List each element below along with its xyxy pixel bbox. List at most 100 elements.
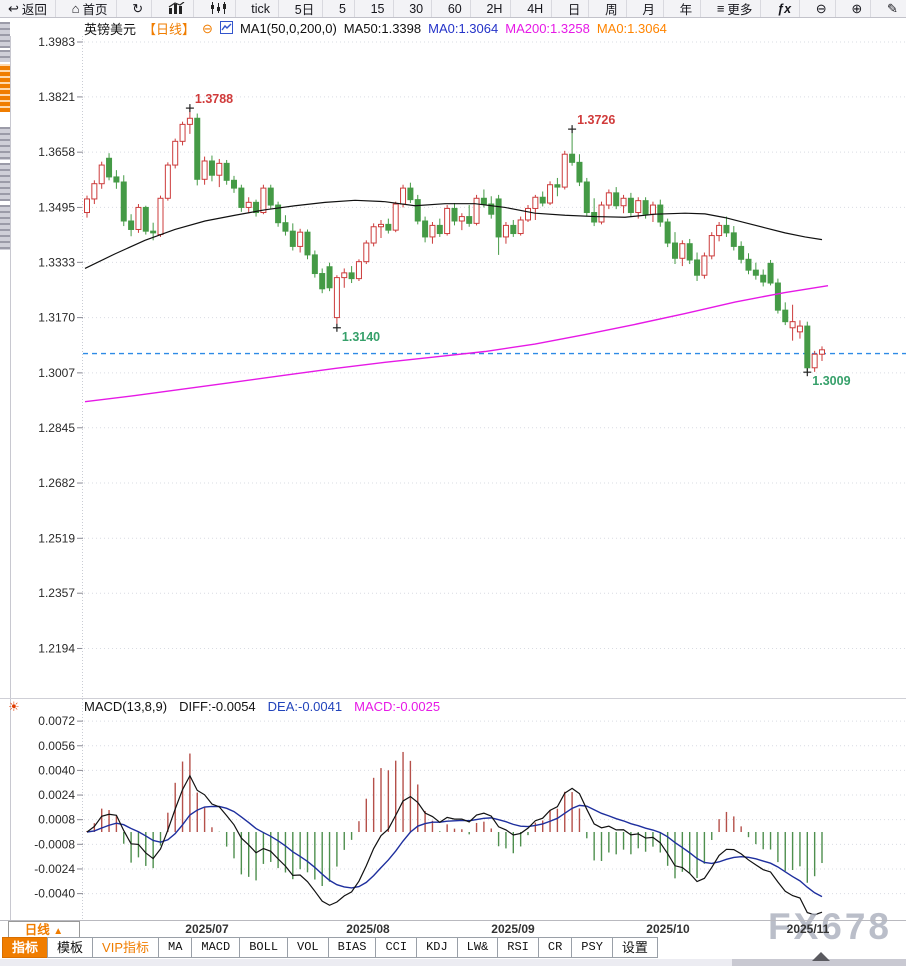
indicator-tab-bar: 指标 模板 VIP指标 MA MACD BOLL VOL BIAS CCI KDJ LW& RSI CR… — [2, 937, 658, 959]
toolbar-zoom-in[interactable]: ⊕ — [843, 0, 872, 17]
scrollbar-thumb[interactable] — [732, 959, 906, 966]
indicator-fx-label: ƒx — [777, 1, 792, 16]
toolbar-period-4h[interactable]: 4H — [519, 0, 553, 17]
strip-item-active[interactable] — [0, 64, 10, 112]
svg-text:1.3170: 1.3170 — [38, 311, 75, 325]
chart-header: 英镑美元 【日线】 ⊖ MA1(50,0,200,0) MA50:1.3398 … — [84, 19, 667, 38]
axis-labels-layer: 1.3983 1.3821 1.3658 1.3495 1.3333 1.3170 1.30… — [34, 36, 75, 901]
macd-diff-value: DIFF:-0.0054 — [179, 699, 256, 714]
macd-dea-value: DEA:-0.0041 — [267, 699, 343, 714]
tab-MACD[interactable]: MACD — [191, 937, 241, 958]
strip-item[interactable] — [0, 22, 10, 48]
tab-CCI[interactable]: CCI — [375, 937, 418, 958]
toolbar-bar-chart-view[interactable] — [160, 0, 194, 17]
strip-item[interactable] — [0, 127, 10, 160]
tab-VOL[interactable]: VOL — [287, 937, 329, 958]
period-5-label: 5 — [338, 1, 346, 16]
ma50-line — [84, 199, 823, 269]
period-tick-label: tick — [251, 1, 271, 16]
ma-settings: MA1(50,0,200,0) — [239, 21, 337, 36]
zoom-out-icon: ⊖ — [815, 1, 827, 16]
period-4h-label: 4H — [527, 1, 544, 16]
x-axis-label: 2025/08 — [346, 922, 390, 936]
ma0-orange-value: MA0:1.3064 — [596, 21, 667, 36]
svg-text:1.2194: 1.2194 — [38, 641, 75, 655]
toolbar-period-5[interactable]: 5 — [331, 0, 355, 17]
svg-text:1.3495: 1.3495 — [38, 200, 75, 214]
macd-macd-value: MACD:-0.0025 — [354, 699, 441, 714]
toolbar-period-year[interactable]: 年 — [672, 0, 702, 17]
candles-layer — [84, 108, 825, 373]
svg-text:-0.0040: -0.0040 — [34, 887, 75, 901]
toolbar-draw[interactable]: ✎ — [879, 0, 906, 17]
ma-lines-layer — [84, 199, 829, 403]
tab-设置[interactable]: 设置 — [611, 937, 658, 958]
toolbar-period-day[interactable]: 日 — [560, 0, 590, 17]
period-day-label: 日 — [567, 3, 581, 17]
collapse-icon[interactable]: ⊖ — [202, 20, 213, 36]
toolbar-period-15[interactable]: 15 — [363, 0, 394, 17]
tab-RSI[interactable]: RSI — [497, 937, 539, 958]
toolbar-period-week[interactable]: 周 — [597, 0, 627, 17]
tab-CR[interactable]: CR — [537, 937, 573, 958]
bar-chart-view-icon — [168, 1, 185, 16]
tab-KDJ[interactable]: KDJ — [416, 937, 458, 958]
period-2h-label: 2H — [486, 1, 503, 16]
grid-layer — [0, 36, 906, 920]
strip-item[interactable] — [0, 163, 10, 201]
zoom-in-icon: ⊕ — [851, 1, 863, 16]
tab-MA[interactable]: MA — [158, 937, 193, 958]
svg-text:1.3007: 1.3007 — [38, 366, 75, 380]
panel-expand-arrow[interactable] — [812, 952, 830, 961]
svg-text:1.2845: 1.2845 — [38, 421, 75, 435]
svg-text:-0.0008: -0.0008 — [34, 837, 75, 851]
svg-text:0.0040: 0.0040 — [38, 763, 75, 777]
svg-text:1.2357: 1.2357 — [38, 586, 75, 600]
toolbar-refresh[interactable]: ↻ — [124, 0, 153, 17]
x-axis-label: 2025/11 — [786, 922, 830, 936]
strip-item[interactable] — [0, 205, 10, 250]
svg-text:1.3140: 1.3140 — [342, 330, 380, 344]
mini-chart-icon[interactable] — [219, 20, 233, 37]
back-label: 返回 — [21, 3, 47, 17]
bottom-scrollbar[interactable] — [0, 952, 906, 966]
tab-BIAS[interactable]: BIAS — [327, 937, 377, 958]
toolbar-period-month[interactable]: 月 — [634, 0, 664, 17]
tab-LW&[interactable]: LW& — [456, 937, 499, 958]
period-year-label: 年 — [679, 3, 693, 17]
toolbar-period-2h[interactable]: 2H — [478, 0, 512, 17]
svg-text:1.3821: 1.3821 — [38, 90, 75, 104]
strip-item[interactable] — [0, 50, 10, 62]
tab-指标[interactable]: 指标 — [2, 937, 49, 958]
toolbar-zoom-out[interactable]: ⊖ — [808, 0, 836, 17]
toolbar-period-tick[interactable]: tick — [243, 0, 280, 17]
macd-title: MACD(13,8,9) — [84, 699, 168, 714]
toolbar-more[interactable]: ≡ 更多 — [709, 0, 762, 17]
period-5d-label: 5日 — [294, 3, 315, 17]
home-label: 首页 — [82, 3, 108, 17]
tab-VIP指标[interactable]: VIP指标 — [92, 937, 159, 958]
svg-text:0.0024: 0.0024 — [38, 788, 75, 802]
toolbar-home[interactable]: ⌂ 首页 — [64, 0, 117, 17]
toolbar-period-5d[interactable]: 5日 — [287, 0, 324, 17]
toolbar-indicator-fx[interactable]: ƒx — [769, 0, 801, 17]
back-icon: ↩ — [8, 1, 19, 16]
x-axis-label: 2025/07 — [185, 922, 229, 936]
svg-text:1.3658: 1.3658 — [38, 145, 75, 159]
toolbar-back[interactable]: ↩ 返回 — [0, 0, 56, 17]
period-tag: 【日线】 — [143, 22, 196, 37]
tab-BOLL[interactable]: BOLL — [239, 937, 289, 958]
ma200-line — [84, 285, 829, 403]
tab-模板[interactable]: 模板 — [47, 937, 94, 958]
dea-line — [86, 804, 823, 898]
toolbar-period-30[interactable]: 30 — [401, 0, 433, 17]
sun-icon[interactable]: ☀ — [8, 699, 20, 714]
candle-view-icon — [210, 1, 227, 16]
period-week-label: 周 — [605, 3, 618, 17]
annotations-layer: 1.3788 1.3726 1.3140 1.3009 — [185, 92, 851, 388]
period-15-label: 15 — [370, 1, 385, 16]
toolbar-candle-view[interactable] — [202, 0, 236, 17]
tab-PSY[interactable]: PSY — [571, 937, 613, 958]
toolbar-period-60[interactable]: 60 — [440, 0, 471, 17]
